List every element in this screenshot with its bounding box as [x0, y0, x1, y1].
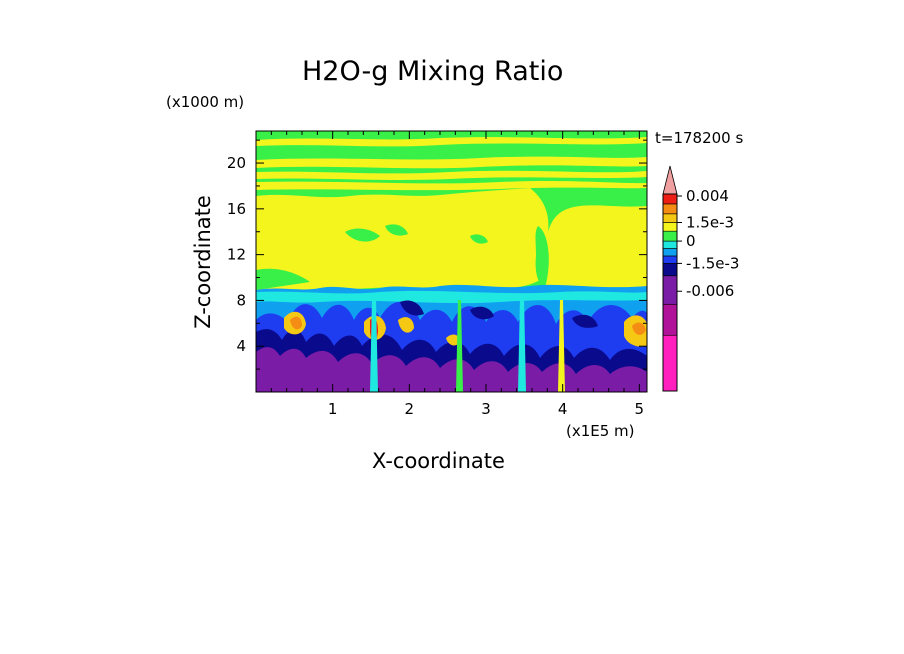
field-green-hole-1	[345, 228, 380, 242]
colorbar-tick-label-1: 1.5e-3	[686, 213, 734, 231]
plot-frame	[255, 130, 648, 393]
field-orange-spot-8	[398, 317, 414, 333]
colorbar-level-6	[662, 240, 678, 249]
colorbar-level-4	[662, 255, 678, 264]
colorbar-level-3	[662, 263, 678, 277]
y-tick-label-1: 8	[236, 291, 246, 309]
field-updraft-4	[456, 300, 463, 392]
contour-field	[256, 131, 647, 392]
x-tick-label-3: 4	[558, 400, 568, 418]
colorbar-tick-label-4: -0.006	[686, 282, 734, 300]
field-orange-spot-2	[290, 316, 302, 330]
colorbar-level-9	[662, 213, 678, 223]
colorbar-level-12	[662, 165, 678, 195]
x-axis-label: X-coordinate	[372, 449, 505, 473]
field-yellow-streak-3	[256, 170, 647, 180]
field-orange-spot-7	[446, 334, 460, 346]
y-tick-label-0: 4	[236, 337, 246, 355]
field-yellow-streak-1	[256, 137, 647, 147]
colorbar-level-10	[662, 203, 678, 215]
x-tick-label-2: 3	[481, 400, 491, 418]
colorbar-tick-label-2: 0	[686, 232, 696, 250]
colorbar-tick-label-0: 0.004	[686, 187, 729, 205]
field-yellow-band	[256, 188, 647, 291]
z-unit-label: (x1000 m)	[166, 93, 245, 111]
colorbar-level-8	[662, 222, 678, 232]
field-green-hole-5	[256, 268, 310, 290]
colorbar-tick-label-3: -1.5e-3	[686, 254, 739, 272]
field-green-hole-4	[535, 226, 549, 285]
colorbar-level-2	[662, 275, 678, 305]
field-navy-streak-1	[470, 306, 494, 320]
field-updraft-2	[518, 296, 526, 392]
y-tick-label-4: 20	[227, 154, 246, 172]
x-unit-label: (x1E5 m)	[566, 422, 635, 440]
colorbar-frame	[662, 193, 678, 392]
field-navy-streak-2	[400, 300, 424, 316]
colorbar-level-5	[662, 248, 678, 257]
field-green-hole-2	[385, 224, 408, 236]
y-tick-label-3: 16	[227, 200, 246, 218]
field-green-hole-3	[470, 234, 488, 244]
field-orange-spot-6	[632, 322, 646, 335]
field-updraft-1	[370, 298, 378, 392]
field-navy-streak-3	[572, 314, 598, 328]
x-tick-label-1: 2	[405, 400, 415, 418]
field-updraft-3	[558, 300, 565, 392]
colorbar: 0.004 1.5e-30 -1.5e-3 -0.006	[662, 165, 739, 392]
x-tick-label-4: 5	[635, 400, 645, 418]
y-ticks: 4 8 12 16 20	[227, 139, 647, 370]
field-yellow-streak-2	[256, 156, 647, 169]
y-tick-label-2: 12	[227, 246, 246, 264]
field-yellow-streak-4	[256, 181, 647, 191]
colorbar-level-11	[662, 193, 678, 205]
colorbar-level-1	[662, 303, 678, 336]
x-tick-label-0: 1	[328, 400, 338, 418]
colorbar-level-7	[662, 230, 678, 242]
x-ticks: 1 2 3 4 5	[270, 131, 645, 418]
colorbar-level-0	[662, 334, 678, 392]
time-label: t=178200 s	[655, 129, 744, 147]
field-cyan-bright	[256, 290, 647, 304]
field-purple-bottom	[256, 347, 647, 392]
